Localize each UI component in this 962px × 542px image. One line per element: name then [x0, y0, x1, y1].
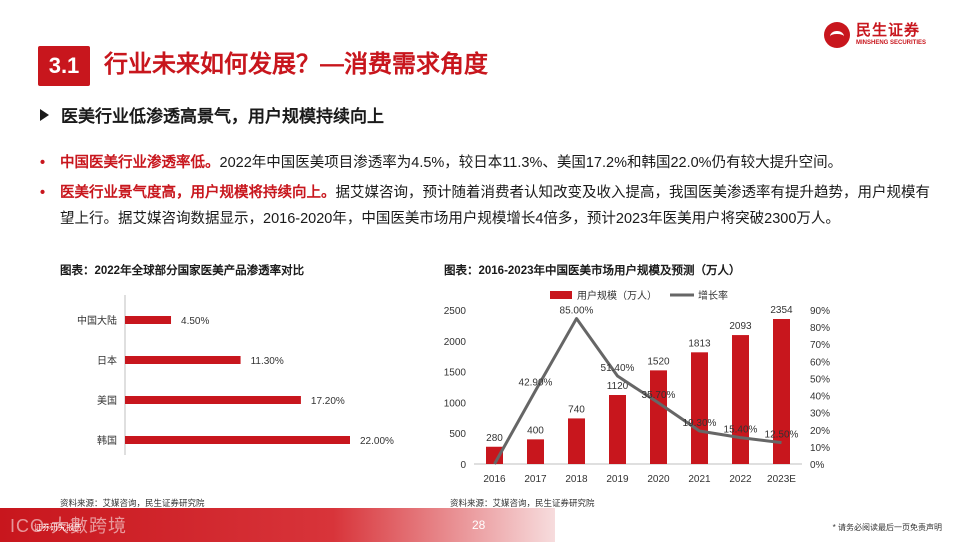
- bar: [125, 316, 172, 324]
- users-combo-chart: 用户规模（万人） 增长率 0 500 1000 1500 2000 2500 0% 10% 20% 3…: [444, 289, 830, 485]
- section-number: 3.1: [38, 46, 90, 86]
- bar: [486, 446, 503, 464]
- legend-swatch-bar: [550, 291, 572, 299]
- chart-source-users: 资料来源：艾媒咨询，民生证券研究院: [450, 498, 595, 508]
- y-right-tick: 40%: [810, 392, 830, 403]
- line-data-label: 42.90%: [519, 378, 553, 389]
- bar-data-label: 1120: [607, 381, 629, 392]
- bar-data-label: 740: [568, 404, 585, 415]
- data-label: 4.50%: [181, 316, 209, 327]
- page-number: 28: [472, 518, 486, 532]
- brand-logo-icon: [823, 22, 850, 48]
- headline-text: 医美行业低渗透高景气，用户规模持续向上: [61, 107, 384, 126]
- bar: [773, 318, 790, 464]
- bullet-bold: 中国医美行业渗透率低。: [60, 155, 220, 171]
- chart-title-penetration: 图表：2022年全球部分国家医美产品渗透率对比: [60, 265, 305, 277]
- watermark: ICO 大數跨境: [10, 516, 128, 536]
- y-right-tick: 30%: [810, 409, 830, 420]
- bar-data-label: 2093: [729, 321, 752, 332]
- y-left-tick: 500: [449, 429, 466, 440]
- bar: [650, 370, 667, 464]
- bar-data-label: 280: [486, 433, 503, 444]
- y-right-tick: 0%: [810, 460, 825, 471]
- headline: 医美行业低渗透高景气，用户规模持续向上: [40, 102, 384, 127]
- y-left-tick: 2000: [444, 337, 467, 348]
- chart-title-users: 图表：2016-2023年中国医美市场用户规模及预测（万人）: [444, 265, 741, 277]
- y-right-tick: 20%: [810, 426, 830, 437]
- x-tick-label: 2022: [729, 474, 752, 485]
- data-label: 17.20%: [311, 396, 345, 407]
- data-label: 22.00%: [360, 436, 394, 447]
- bullet-item: • 中国医美行业渗透率低。2022年中国医美项目渗透率为4.5%，较日本11.3…: [40, 150, 940, 176]
- y-left-tick: 1000: [444, 398, 467, 409]
- x-tick-label: 2017: [524, 474, 547, 485]
- bullet-item: • 医美行业景气度高，用户规模将持续向上。据艾媒咨询，预计随着消费者认知改变及收…: [40, 180, 940, 232]
- penetration-bar-chart: 中国大陆 4.50% 日本 11.30% 美国 17.20% 韩国 22.00%: [77, 295, 394, 455]
- category-label: 美国: [97, 394, 117, 407]
- y-right-tick: 70%: [810, 340, 830, 351]
- bullet-bold: 医美行业景气度高，用户规模将持续向上。: [60, 185, 336, 201]
- category-label: 中国大陆: [77, 314, 117, 327]
- bullet-text: 2022年中国医美项目渗透率为4.5%，较日本11.3%、美国17.2%和韩国2…: [219, 155, 843, 171]
- bar: [125, 356, 241, 364]
- legend-label: 增长率: [698, 289, 728, 302]
- bar-data-label: 2354: [770, 305, 793, 316]
- y-left-tick: 1500: [444, 368, 467, 379]
- y-right-tick: 80%: [810, 323, 830, 334]
- disclaimer: * 请务必阅读最后一页免责声明: [832, 523, 942, 532]
- bar: [691, 352, 708, 464]
- y-left-tick: 0: [460, 460, 466, 471]
- bar-data-label: 1813: [688, 338, 711, 349]
- bullet-list: • 中国医美行业渗透率低。2022年中国医美项目渗透率为4.5%，较日本11.3…: [40, 150, 940, 236]
- x-tick-label: 2016: [483, 474, 506, 485]
- bullet-text: 据艾媒咨询，预计随着消费者认知改变及收入提高，我国医美渗透率有提升趋势，用户规模…: [60, 185, 930, 227]
- brand-logo: 民生证券 MINSHENG SECURITIES: [823, 22, 926, 48]
- data-label: 11.30%: [251, 356, 284, 367]
- footer: ICO 大數跨境 证券研究报告 28 * 请务必阅读最后一页免责声明: [0, 508, 962, 542]
- legend-label: 用户规模（万人）: [577, 289, 657, 302]
- bullet-dot-icon: •: [40, 185, 46, 201]
- y-right-tick: 90%: [810, 306, 830, 317]
- x-tick-label: 2018: [565, 474, 588, 485]
- category-label: 日本: [97, 354, 117, 367]
- page-title: 行业未来如何发展？—消费需求角度: [104, 51, 488, 78]
- category-label: 韩国: [97, 434, 117, 447]
- x-tick-label: 2023E: [767, 474, 796, 485]
- watermark-sub: 证券研究报告: [34, 523, 82, 532]
- chart-source-penetration: 资料来源：艾媒咨询，民生证券研究院: [60, 498, 205, 508]
- y-right-tick: 60%: [810, 357, 830, 368]
- x-tick-label: 2019: [606, 474, 629, 485]
- line-data-label: 15.40%: [724, 425, 758, 436]
- growth-line: [493, 317, 782, 465]
- line-data-label: 19.30%: [683, 418, 717, 429]
- bar-data-label: 400: [527, 425, 544, 436]
- bar: [125, 436, 350, 444]
- arrow-bullet-icon: [40, 108, 49, 121]
- bar: [732, 335, 749, 464]
- bar: [527, 439, 544, 464]
- y-right-tick: 50%: [810, 374, 830, 385]
- bar: [568, 418, 585, 464]
- line-data-label: 12.50%: [765, 430, 799, 441]
- line-data-label: 35.70%: [642, 390, 676, 401]
- x-tick-label: 2021: [688, 474, 711, 485]
- bar: [125, 396, 301, 404]
- bar: [609, 395, 626, 464]
- y-left-tick: 2500: [444, 306, 467, 317]
- brand-name-cn: 民生证券: [855, 22, 920, 39]
- line-data-label: 51.40%: [601, 363, 635, 374]
- line-data-label: 85.00%: [560, 306, 594, 317]
- x-tick-label: 2020: [647, 474, 670, 485]
- bar-data-label: 1520: [647, 356, 670, 367]
- bullet-dot-icon: •: [40, 155, 46, 171]
- y-right-tick: 10%: [810, 443, 830, 454]
- brand-name-en: MINSHENG SECURITIES: [855, 40, 926, 46]
- footer-band: [0, 508, 555, 542]
